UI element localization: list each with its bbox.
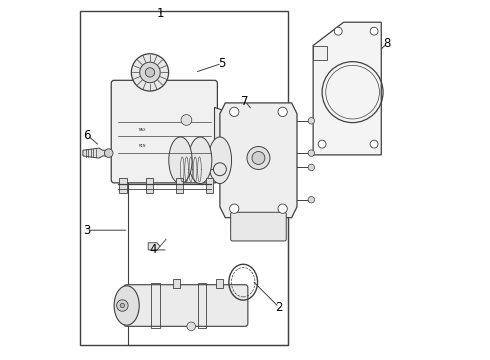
Circle shape [181,114,192,125]
Circle shape [308,164,315,171]
Circle shape [334,27,342,35]
Ellipse shape [189,137,212,184]
Text: 5: 5 [218,57,225,70]
Circle shape [247,147,270,170]
Circle shape [187,322,196,330]
Bar [313,45,327,60]
Bar [80,12,288,345]
Circle shape [278,204,287,213]
Text: 1: 1 [157,7,165,20]
Bar [146,178,153,193]
Text: 7: 7 [241,95,249,108]
Circle shape [146,68,155,77]
Circle shape [230,204,239,213]
Text: MAX: MAX [139,128,146,132]
Text: 4: 4 [150,243,157,256]
Circle shape [131,54,169,91]
Polygon shape [83,148,106,158]
Circle shape [308,118,315,124]
Circle shape [214,163,226,176]
Text: 8: 8 [383,37,391,50]
Circle shape [318,140,326,148]
FancyBboxPatch shape [111,80,218,183]
Bar [134,67,154,83]
Bar [216,279,223,288]
Bar [120,178,126,193]
Ellipse shape [134,63,154,71]
Bar [128,180,288,345]
Polygon shape [148,243,160,250]
Text: MIN: MIN [139,144,146,148]
Circle shape [308,197,315,203]
Polygon shape [220,103,297,218]
Ellipse shape [169,137,192,184]
Circle shape [278,107,287,117]
Circle shape [140,62,160,83]
Circle shape [104,149,113,157]
Circle shape [252,152,265,165]
Text: 3: 3 [83,224,91,237]
Bar [205,178,213,193]
Ellipse shape [208,137,232,184]
Circle shape [120,303,124,308]
Text: 2: 2 [275,301,283,314]
Text: 6: 6 [83,129,91,142]
Circle shape [117,300,128,311]
Circle shape [370,27,378,35]
Ellipse shape [114,286,139,325]
FancyBboxPatch shape [124,285,248,326]
Circle shape [230,107,239,117]
Polygon shape [313,22,381,155]
Circle shape [370,140,378,148]
Bar [197,283,206,328]
Circle shape [308,150,315,156]
Bar [176,178,183,193]
Bar [173,279,180,288]
Bar [151,283,160,328]
Polygon shape [215,107,229,170]
FancyBboxPatch shape [231,212,286,241]
